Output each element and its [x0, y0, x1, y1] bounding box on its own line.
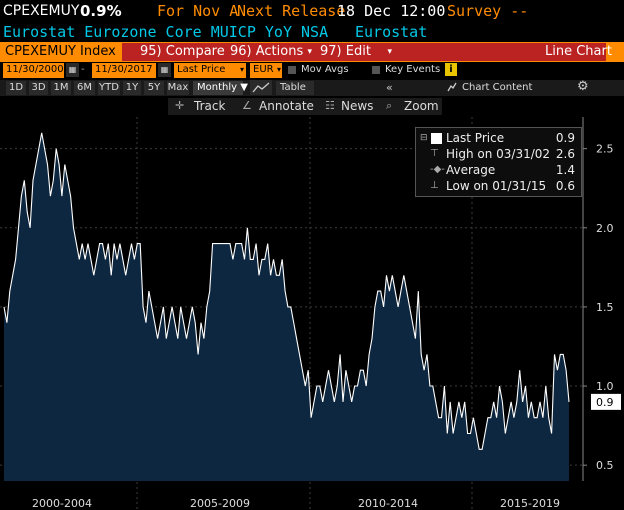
line-style-icon[interactable]	[250, 80, 272, 95]
frequency-select[interactable]: Monthly ▼	[193, 81, 248, 95]
y-tick-label: 2.5	[596, 143, 614, 156]
legend-high-value: 2.6	[555, 147, 575, 161]
x-label-2000-2004: 2000-2004	[32, 497, 92, 510]
table-button[interactable]: Table	[276, 81, 314, 95]
legend-collapse-icon[interactable]: ⊟	[420, 133, 428, 143]
mov-avgs-label: Mov Avgs	[301, 64, 349, 75]
actions-dropdown-icon: ▾	[307, 47, 312, 57]
key-events-checkbox[interactable]	[372, 66, 380, 74]
chart-content-button[interactable]: Chart Content	[462, 82, 533, 93]
info-icon[interactable]: i	[445, 63, 457, 76]
end-calendar-icon[interactable]: ▦	[158, 63, 171, 77]
legend-high: ⊤ High on 03/31/02 2.6	[416, 146, 581, 162]
last-value: 0.9%	[80, 2, 122, 20]
toolbar: CPEXEMUY Index 95) Compare 96) Actions ▾ …	[0, 42, 624, 62]
x-label-2015-2019: 2015-2019	[500, 497, 560, 510]
zoom-button[interactable]: Zoom	[404, 99, 439, 113]
header-row: CPEXEMUY 0.9% For Nov A Next Release 18 …	[0, 0, 624, 22]
legend-last: ⊟ Last Price 0.9	[416, 130, 581, 146]
currency-dropdown-icon: ▾	[276, 65, 281, 74]
annotate-button[interactable]: Annotate	[259, 99, 314, 113]
range-button-3d[interactable]: 3D	[29, 81, 48, 95]
y-tick-label: 0.5	[596, 459, 614, 472]
legend-last-label: Last Price	[446, 131, 505, 145]
x-label-2005-2009: 2005-2009	[190, 497, 250, 510]
range-button-1d[interactable]: 1D	[6, 81, 26, 95]
range-button-ytd[interactable]: YTD	[98, 81, 120, 95]
range-button-1y[interactable]: 1Y	[123, 81, 141, 95]
chart-area-fill	[4, 132, 569, 482]
legend-low: ⊥ Low on 01/31/15 0.6	[416, 178, 581, 194]
news-button[interactable]: News	[341, 99, 374, 113]
date-dash: -	[81, 64, 85, 75]
legend-average-value: 1.4	[555, 163, 575, 177]
legend: ⊟ Last Price 0.9 ⊤ High on 03/31/02 2.6 …	[415, 127, 582, 197]
legend-high-label: High on 03/31/02	[446, 147, 551, 161]
edit-label: 97) Edit	[320, 44, 371, 59]
legend-low-value: 0.6	[555, 179, 575, 193]
for-label: For Nov A	[157, 2, 239, 20]
y-tick-label: 2.0	[596, 222, 614, 235]
y-tick-label: 1.5	[596, 301, 614, 314]
security-description: Eurostat Eurozone Core MUICP YoY NSA	[3, 23, 329, 41]
y-tick-label: 1.0	[596, 380, 614, 393]
legend-average: -◆- Average 1.4	[416, 162, 581, 178]
annotate-icon: ∠	[242, 99, 252, 112]
edit-menu[interactable]: 97) Edit ▾	[320, 43, 392, 61]
mov-avgs-checkbox[interactable]	[288, 66, 296, 74]
track-button[interactable]: Track	[194, 99, 226, 113]
chart-content-icon	[447, 82, 457, 92]
actions-menu[interactable]: 96) Actions ▾	[230, 43, 312, 61]
description-row: Eurostat Eurozone Core MUICP YoY NSA Eur…	[0, 22, 624, 42]
news-icon: ☷	[325, 99, 335, 112]
legend-swatch	[431, 133, 442, 144]
start-calendar-icon[interactable]: ▦	[66, 63, 79, 77]
range-button-1m[interactable]: 1M	[51, 81, 71, 95]
collapse-icon[interactable]: «	[386, 81, 393, 94]
low-marker-icon: ⊥	[430, 180, 439, 191]
gear-icon[interactable]: ⚙	[577, 79, 589, 94]
tool-row: ✛ Track ∠ Annotate ☷ News ⌕ Zoom	[0, 96, 624, 116]
chart-line	[3, 132, 570, 450]
field-dropdown-icon: ▾	[239, 65, 244, 74]
release-time: 18 Dec 12:00	[337, 2, 446, 20]
average-marker-icon: -◆-	[430, 164, 445, 175]
currency-label: EUR	[253, 64, 274, 75]
ticker: CPEXEMUY	[3, 3, 80, 19]
compare-button[interactable]: 95) Compare	[140, 44, 225, 59]
legend-low-label: Low on 01/31/15	[446, 179, 547, 193]
start-date-field[interactable]: 11/30/2000	[3, 63, 64, 78]
edit-dropdown-icon: ▾	[387, 47, 392, 57]
range-button-5y[interactable]: 5Y	[144, 81, 164, 95]
next-release-label: Next Release	[237, 2, 346, 20]
range-row: 1D 3D 1M 6M YTD 1Y 5Y Max Monthly ▼ Table « Cha…	[0, 80, 624, 96]
range-button-6m[interactable]: 6M	[74, 81, 95, 95]
legend-last-value: 0.9	[555, 131, 575, 145]
last-value-tag-label: 0.9	[596, 396, 614, 409]
source-label: Eurostat	[355, 23, 428, 41]
track-icon: ✛	[175, 99, 185, 112]
survey-label: Survey --	[447, 2, 529, 20]
currency-select[interactable]: EUR ▾	[250, 63, 282, 78]
chart-type-label[interactable]: Line Chart	[545, 44, 612, 59]
index-field[interactable]: CPEXEMUY Index	[2, 43, 120, 61]
legend-average-label: Average	[446, 163, 496, 177]
end-date-field[interactable]: 11/30/2017	[92, 63, 156, 78]
settings-row: 11/30/2000 ▦ - 11/30/2017 ▦ Last Price ▾ …	[0, 62, 624, 79]
field-label: Last Price	[177, 64, 226, 75]
range-button-max[interactable]: Max	[167, 81, 189, 95]
last-value-tag	[591, 393, 621, 410]
field-select[interactable]: Last Price ▾	[174, 63, 246, 78]
actions-label: 96) Actions	[230, 44, 304, 59]
key-events-label: Key Events	[385, 64, 441, 75]
zoom-icon: ⌕	[386, 99, 393, 112]
price-chart[interactable]: 2.5 2.0 1.5 1.0 0.5 0.9 2000-2004 2005-2009 2010…	[0, 117, 624, 510]
high-marker-icon: ⊤	[430, 148, 439, 159]
x-label-2010-2014: 2010-2014	[358, 497, 418, 510]
